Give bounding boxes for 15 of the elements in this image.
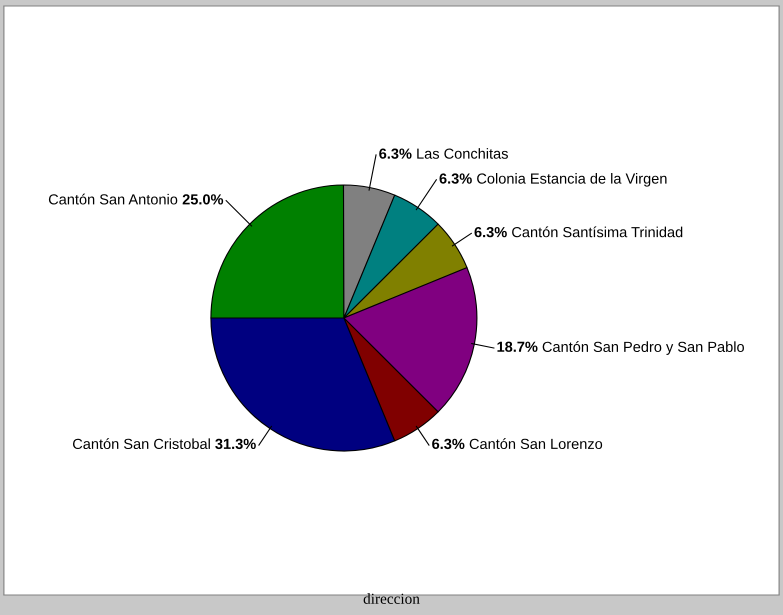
data-label: 6.3% [474,226,507,238]
slice-label: Cantón San Cristobal [72,438,210,450]
slice-label: Cantón San Antonio [48,194,178,205]
data-label: 31.3% [215,438,256,450]
slice-label: Cantón San Lorenzo [470,438,602,450]
slice-label: Cantón San Pedro y San Pablo [542,341,744,355]
data-label: 25.0% [182,194,224,205]
slice-label: Cantón Santísima Trinidad [512,226,682,238]
data-label: 6.3% [379,148,412,159]
data-label: 6.3% [440,173,472,184]
text: direccion [364,593,420,604]
slice-label: Las Conchitas [417,148,508,159]
data-label: 6.3% [432,438,464,450]
data-label: 18.7% [497,342,538,352]
slice-label: Colonia Estancia de la Virgen [477,173,666,187]
